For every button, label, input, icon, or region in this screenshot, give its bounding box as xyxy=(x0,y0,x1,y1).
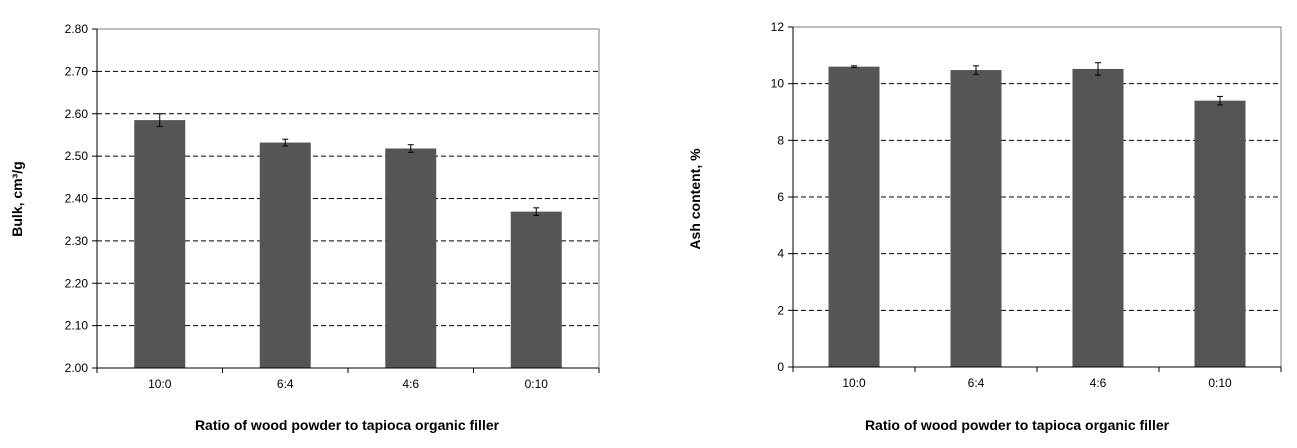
ash-y-tick-label: 6 xyxy=(777,190,784,204)
ash-y-tick-label: 4 xyxy=(777,247,784,261)
bulk-y-tick-label: 2.30 xyxy=(65,234,89,248)
ash-y-tick-label: 8 xyxy=(777,133,784,147)
bulk-error-bar-3 xyxy=(533,207,540,216)
bulk-bar-0 xyxy=(134,120,186,368)
ash-y-tick-label: 2 xyxy=(777,303,784,317)
bulk-y-tick-label: 2.70 xyxy=(65,64,89,78)
bulk-y-tick-label: 2.60 xyxy=(65,107,89,121)
bulk-x-tick-label-0: 10:0 xyxy=(148,377,172,391)
ash-bar-3 xyxy=(1194,100,1246,368)
ash-x-tick-label-1: 6:4 xyxy=(968,376,985,390)
ash-y-tick-label: 12 xyxy=(771,20,785,34)
bulk-bar-1 xyxy=(259,142,311,368)
bulk-bar-3 xyxy=(510,211,562,368)
ash-error-bar-3 xyxy=(1217,95,1223,106)
ash-content-chart: Ash content, % Ratio of wood powder to t… xyxy=(687,20,1282,433)
bulk-x-tick-label-3: 0:10 xyxy=(525,377,549,391)
ash-error-bar-0 xyxy=(851,65,857,69)
ash-error-bar-2 xyxy=(1095,62,1101,76)
ash-y-tick-label: 0 xyxy=(777,360,784,374)
bulk-chart-x-axis-title: Ratio of wood powder to tapioca organic … xyxy=(195,417,500,433)
ash-bar-0 xyxy=(828,66,880,368)
bulk-chart-y-axis-title: Bulk, cm³/g xyxy=(9,161,25,236)
bulk-y-tick-label: 2.80 xyxy=(65,22,89,36)
ash-x-tick-label-0: 10:0 xyxy=(842,376,866,390)
bulk-x-tick-label-2: 4:6 xyxy=(402,377,419,391)
bulk-y-tick-label: 2.00 xyxy=(65,361,89,375)
bulk-y-tick-label: 2.20 xyxy=(65,276,89,290)
bulk-error-bar-0 xyxy=(156,113,163,127)
ash-chart-y-axis-title: Ash content, % xyxy=(687,148,703,250)
ash-bar-1 xyxy=(950,70,1002,368)
bulk-error-bar-2 xyxy=(407,144,414,153)
bulk-bar-2 xyxy=(385,148,437,368)
ash-x-tick-label-3: 0:10 xyxy=(1208,376,1232,390)
bulk-plot-border xyxy=(97,28,600,368)
ash-y-tick-label: 10 xyxy=(771,77,785,91)
bulk-y-tick-label: 2.10 xyxy=(65,319,89,333)
ash-bar-2 xyxy=(1072,68,1124,367)
bulk-y-tick-label: 2.40 xyxy=(65,192,89,206)
ash-plot-border xyxy=(793,26,1282,367)
ash-x-tick-label-2: 4:6 xyxy=(1090,376,1107,390)
ash-chart-x-axis-title: Ratio of wood powder to tapioca organic … xyxy=(865,417,1170,433)
bulk-y-tick-label: 2.50 xyxy=(65,149,89,163)
bulk-error-bar-1 xyxy=(282,138,289,147)
ash-error-bar-1 xyxy=(973,65,979,75)
bulk-x-tick-label-1: 6:4 xyxy=(277,377,294,391)
bulk-chart: Bulk, cm³/g Ratio of wood powder to tapi… xyxy=(9,22,600,433)
